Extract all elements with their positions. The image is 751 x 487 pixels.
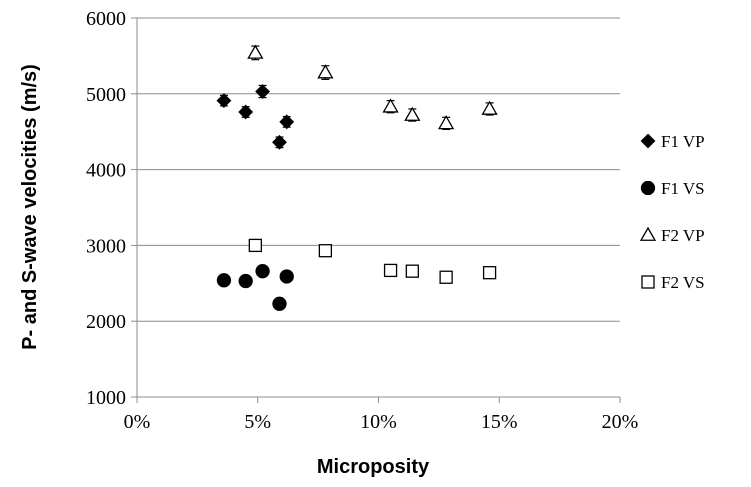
- x-axis-title: Microposity: [317, 456, 430, 478]
- point-f2-vp: [437, 115, 455, 130]
- legend-label-f2-vp: F2 VP: [661, 226, 705, 245]
- point-f1-vp: [255, 84, 270, 99]
- y-tick-label: 5000: [86, 84, 126, 106]
- point-f1-vp: [279, 114, 295, 130]
- point-f1-vs: [255, 264, 270, 279]
- point-f1-vp: [238, 104, 254, 120]
- legend-marker-f2-vp: [639, 226, 657, 241]
- point-f1-vs: [272, 296, 287, 311]
- legend-label-f2-vs: F2 VS: [661, 273, 705, 292]
- y-tick-labels: 1000 2000 3000 4000 5000 6000: [86, 8, 126, 409]
- y-axis-title: P- and S-wave velocities (m/s): [19, 64, 41, 350]
- point-f2-vp: [247, 44, 264, 59]
- point-f2-vp: [404, 106, 421, 121]
- point-f2-vs: [405, 264, 419, 278]
- point-f1-vs: [216, 273, 232, 288]
- legend-marker-f1-vs: [640, 180, 656, 196]
- point-f2-vs: [482, 266, 497, 280]
- point-f1-vp: [272, 134, 287, 150]
- y-tick-label: 2000: [86, 311, 126, 333]
- y-tick-label: 3000: [86, 235, 126, 257]
- point-f1-vs: [279, 269, 294, 284]
- legend-marker-f2-vs: [641, 275, 655, 289]
- x-tick-label: 0%: [124, 411, 151, 433]
- x-tick-label: 10%: [360, 411, 397, 433]
- point-f2-vp: [481, 100, 498, 115]
- point-f2-vp: [382, 98, 399, 113]
- legend-label-f1-vp: F1 VP: [661, 132, 705, 151]
- x-tick-label: 20%: [602, 411, 639, 433]
- x-tick-labels: 0% 5% 10% 15% 20%: [124, 411, 639, 433]
- point-f1-vp: [216, 93, 232, 109]
- y-tick-label: 1000: [86, 387, 126, 409]
- legend-marker-f1-vp: [640, 133, 656, 149]
- point-f2-vp: [317, 64, 334, 79]
- point-f2-vs: [439, 270, 453, 284]
- y-tick-label: 4000: [86, 160, 126, 182]
- point-f2-vs: [248, 238, 262, 253]
- data-marks: [216, 44, 498, 311]
- point-f1-vs: [238, 273, 253, 289]
- point-f2-vs: [383, 263, 398, 278]
- x-tick-label: 15%: [481, 411, 518, 433]
- point-f2-vs: [318, 244, 333, 258]
- y-tick-label: 6000: [86, 8, 126, 30]
- gridlines: [137, 17, 620, 322]
- legend-label-f1-vs: F1 VS: [661, 179, 705, 198]
- x-tick-label: 5%: [244, 411, 271, 433]
- legend: F1 VP F1 VS F2 VP F2 VS: [639, 132, 705, 292]
- axes: [131, 17, 621, 403]
